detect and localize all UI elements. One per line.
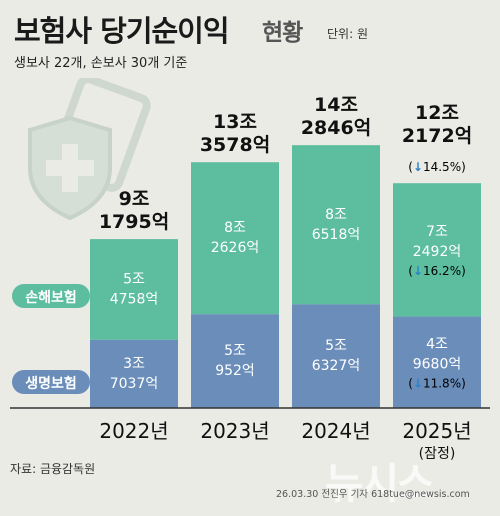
total-value-label: 2172억 — [402, 125, 472, 147]
nonlife-value-label: 8조 — [325, 207, 347, 223]
bar-nonlife — [191, 162, 279, 315]
bar-life — [292, 304, 380, 408]
page-title-sub: 현황 — [262, 20, 303, 46]
life-value-label: 4조 — [426, 336, 448, 352]
x-tick-label: 2023년 — [200, 419, 269, 443]
life-value-label: 952억 — [215, 363, 255, 379]
bar-nonlife — [90, 239, 178, 340]
x-tick-label: 2024년 — [301, 419, 370, 443]
nonlife-value-label: 6518억 — [312, 227, 361, 243]
life-value-label: 3조 — [123, 356, 145, 372]
credit-line: 26.03.30 전진우 기자 618tue@newsis.com — [276, 489, 470, 500]
bar-life — [90, 339, 178, 408]
total-value-label: 9조 — [119, 188, 150, 210]
total-value-label: 12조 — [415, 102, 459, 124]
total-value-label: 14조 — [314, 94, 358, 116]
total-change-label: (↓14.5%) — [408, 160, 466, 174]
total-value-label: 2846억 — [301, 117, 371, 139]
bar-nonlife — [393, 183, 481, 317]
nonlife-value-label: 2492억 — [413, 244, 462, 260]
legend-nonlife-pill — [12, 284, 90, 308]
insurance-shield-icon — [10, 75, 160, 232]
x-tick-label: 2025년 — [402, 419, 471, 443]
x-tick-label: 2022년 — [99, 419, 168, 443]
nonlife-change-label: (↓16.2%) — [408, 264, 466, 278]
total-value-label: 1795억 — [99, 211, 169, 233]
bar-nonlife — [292, 145, 380, 305]
svg-text:(↓11.8%): (↓11.8%) — [408, 376, 466, 390]
bar-life — [191, 314, 279, 408]
life-value-label: 5조 — [325, 338, 347, 354]
bar-life — [393, 316, 481, 408]
source-note: 자료: 금융감독원 — [10, 462, 96, 476]
legend-life-pill — [12, 370, 90, 394]
nonlife-value-label: 7조 — [426, 224, 448, 240]
total-value-label: 13조 — [213, 111, 257, 133]
life-value-label: 6327억 — [312, 358, 361, 374]
life-value-label: 7037억 — [110, 376, 159, 392]
x-tick-note: (잠정) — [419, 446, 456, 462]
svg-text:(↓14.5%): (↓14.5%) — [408, 160, 466, 174]
total-value-label: 3578억 — [200, 134, 270, 156]
nonlife-value-label: 5조 — [123, 271, 145, 287]
svg-text:(↓16.2%): (↓16.2%) — [408, 264, 466, 278]
unit-label: 단위: 원 — [327, 27, 368, 41]
life-value-label: 9680억 — [413, 356, 462, 372]
page-title: 보험사 당기순이익 — [14, 14, 230, 48]
subtitle: 생보사 22개, 손보사 30개 기준 — [14, 56, 188, 71]
nonlife-value-label: 8조 — [224, 220, 246, 236]
life-value-label: 5조 — [224, 343, 246, 359]
life-change-label: (↓11.8%) — [408, 376, 466, 390]
watermark: 뉴시스 — [325, 459, 435, 508]
legend-life: 생명보험 — [25, 375, 77, 392]
nonlife-value-label: 4758억 — [110, 291, 159, 307]
nonlife-value-label: 2626억 — [211, 240, 260, 256]
legend-nonlife: 손해보험 — [25, 289, 77, 306]
